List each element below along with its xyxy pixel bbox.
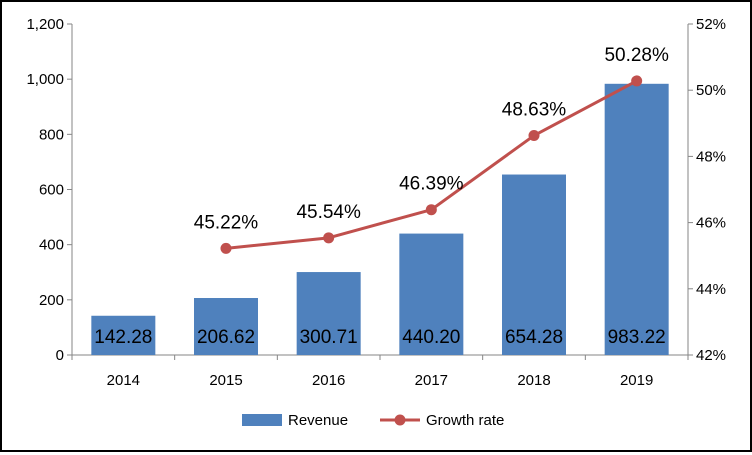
legend-revenue-label: Revenue: [288, 412, 348, 429]
growth-rate-point-label: 46.39%: [399, 174, 464, 195]
growth-rate-line: 45.22% 45.54% 46.39% 48.63% 50.28%: [194, 45, 669, 254]
revenue-bar-label: 206.62: [197, 327, 255, 348]
left-axis-tick-label: 600: [39, 182, 64, 199]
growth-rate-point: [220, 242, 232, 254]
growth-rate-point-label: 45.22%: [194, 212, 259, 233]
left-axis-tick-label: 200: [39, 292, 64, 309]
x-axis-tick-label: 2019: [620, 372, 653, 389]
revenue-bar: [502, 174, 566, 355]
right-axis-tick-label: 46%: [696, 215, 726, 232]
left-axis-tick-label: 800: [39, 126, 64, 143]
x-axis-tick-label: 2014: [107, 372, 140, 389]
left-axis-tick-label: 1,000: [26, 71, 64, 88]
growth-rate-point-label: 45.54%: [296, 202, 361, 223]
growth-rate-point: [528, 130, 540, 142]
revenue-bar-label: 983.22: [608, 327, 666, 348]
growth-rate-point: [323, 232, 335, 244]
growth-rate-point: [425, 204, 437, 216]
x-axis-tick-label: 2016: [312, 372, 345, 389]
legend: Revenue Growth rate: [242, 412, 504, 429]
right-axis-tick-label: 52%: [696, 16, 726, 33]
right-axis-tick-label: 48%: [696, 148, 726, 165]
revenue-bar: [194, 298, 258, 355]
combo-chart: 0 200 400 600 800 1,000 1,200 42% 44% 46% 48% 50% 52…: [26, 16, 726, 429]
growth-rate-point-label: 50.28%: [604, 45, 669, 66]
growth-rate-series-line: [225, 79, 638, 250]
revenue-bar: [296, 272, 361, 355]
axes: 0 200 400 600 800 1,000 1,200 42% 44% 46% 48% 50% 52…: [26, 16, 726, 389]
revenue-bar: [399, 233, 464, 355]
growth-rate-point: [631, 75, 643, 87]
revenue-bar-label: 654.28: [505, 327, 563, 348]
revenue-bar: [91, 315, 156, 355]
legend-growth-label: Growth rate: [426, 412, 504, 429]
x-axis-tick-label: 2017: [415, 372, 448, 389]
right-axis-tick-label: 44%: [696, 281, 726, 298]
right-axis-tick-label: 42%: [696, 347, 726, 364]
x-axis-tick-label: 2018: [517, 372, 550, 389]
legend-growth-marker: [394, 414, 406, 426]
left-axis-tick-label: 1,200: [26, 16, 64, 33]
right-axis-tick-label: 50%: [696, 82, 726, 99]
revenue-bar-label: 300.71: [300, 327, 358, 348]
growth-rate-point-label: 48.63%: [502, 100, 567, 121]
legend-revenue-swatch: [242, 414, 282, 426]
x-axis-tick-label: 2015: [209, 372, 242, 389]
left-axis-tick-label: 0: [56, 347, 64, 364]
revenue-bar-label: 142.28: [94, 327, 152, 348]
left-axis-tick-label: 400: [39, 237, 64, 254]
revenue-bars: 142.28 206.62 300.71 440.20 654.28 983.22: [91, 83, 669, 355]
revenue-bar: [604, 83, 669, 355]
revenue-bar-label: 440.20: [402, 327, 460, 348]
